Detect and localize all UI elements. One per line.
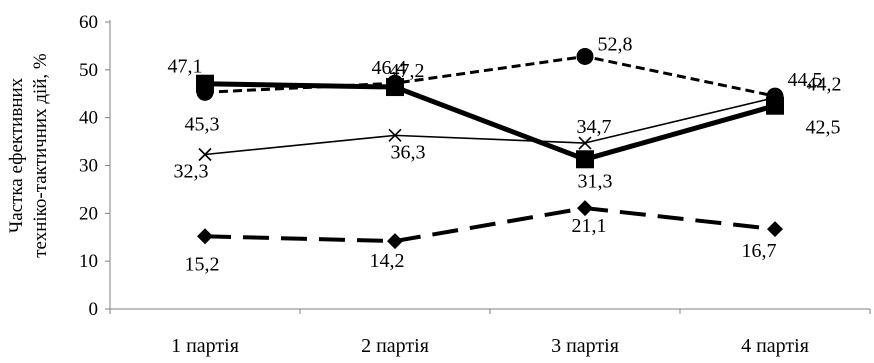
x-marker: [388, 128, 402, 142]
data-label: 21,1: [572, 215, 607, 237]
diamond-marker: [767, 221, 783, 238]
y-tick-label: 0: [89, 299, 99, 320]
data-label: 47,1: [168, 56, 203, 78]
x-category-label: 2 партія: [361, 335, 429, 357]
y-tick-label: 50: [79, 60, 98, 81]
series-x-line: [204, 96, 776, 156]
data-label: 52,8: [598, 33, 633, 55]
y-tick-label: 30: [79, 156, 98, 177]
y-axis-label: Частка ефективних техніко-тактичних дій, …: [6, 53, 51, 258]
square-marker: [766, 96, 784, 115]
x-category-label: 4 партія: [741, 335, 809, 357]
data-label: 32,3: [174, 160, 209, 182]
circle-marker: [576, 47, 594, 65]
axes: [109, 20, 870, 310]
diamond-marker: [577, 200, 593, 217]
series-circle-line: [204, 54, 776, 98]
data-label: 15,2: [185, 253, 220, 275]
data-label: 14,2: [370, 250, 405, 272]
data-labels: 45,3 47,2 52,8 44,5 47,1 46,4 31,3 42,5 32,3 36,3…: [168, 33, 842, 275]
data-label: 34,7: [577, 116, 612, 138]
y-tick-label: 60: [79, 12, 98, 33]
y-axis-label-line: техніко-тактичних дій, %: [30, 53, 51, 258]
series-lines: [204, 54, 776, 244]
square-marker: [576, 150, 594, 169]
data-label: 36,3: [391, 141, 426, 163]
y-axis-ticks: 0 10 20 30 40 50 60: [79, 12, 110, 320]
x-marker: [198, 147, 212, 162]
x-marker: [768, 91, 782, 105]
x-axis-categories: 1 партія 2 партія 3 партія 4 партія: [109, 309, 871, 357]
series-square-line: [204, 81, 776, 162]
data-label: 31,3: [578, 170, 613, 192]
data-label: 47,2: [390, 60, 425, 82]
square-marker: [386, 78, 404, 97]
data-label: 42,5: [806, 117, 841, 139]
data-label: 46,4: [372, 57, 407, 79]
y-axis-label-line: Частка ефективних: [6, 77, 27, 233]
y-tick-label: 10: [79, 251, 98, 272]
x-category-label: 3 партія: [551, 335, 619, 357]
y-tick-label: 40: [79, 108, 98, 129]
diamond-marker: [387, 233, 403, 250]
series-diamond-line: [204, 206, 776, 244]
y-tick-label: 20: [79, 203, 98, 224]
data-label: 44,2: [807, 74, 842, 96]
diamond-marker: [197, 228, 213, 245]
series-markers: [196, 47, 784, 250]
data-label: 44,5: [788, 69, 823, 91]
x-marker: [578, 136, 592, 150]
square-marker: [196, 74, 214, 93]
data-label: 45,3: [185, 113, 220, 135]
data-label: 16,7: [742, 240, 777, 262]
x-category-label: 1 партія: [171, 335, 239, 357]
